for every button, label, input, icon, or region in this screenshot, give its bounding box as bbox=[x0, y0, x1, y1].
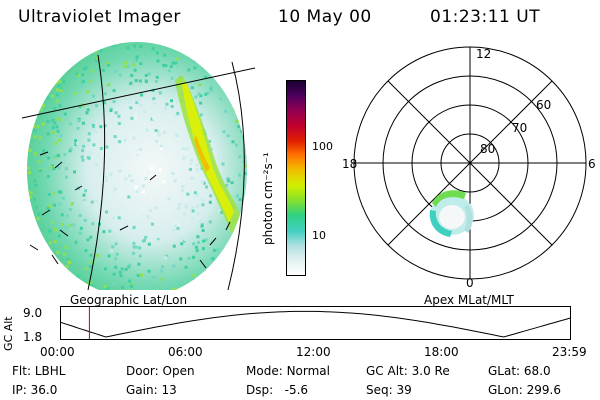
polar-mlt-panel: 12 18 6 0 80 70 60 bbox=[342, 46, 596, 290]
xtick-1800: 18:00 bbox=[424, 345, 459, 359]
lat-label-70: 70 bbox=[512, 121, 527, 135]
altitude-ytick-low: 1.8 bbox=[23, 330, 43, 344]
polar-panel-label: Apex MLat/MLT bbox=[424, 293, 514, 307]
meridian-diag bbox=[387, 80, 553, 246]
altitude-curve bbox=[60, 310, 571, 338]
mlt-label-6: 6 bbox=[588, 157, 596, 171]
mlt-label-0: 0 bbox=[466, 276, 474, 290]
lat-label-60: 60 bbox=[536, 98, 551, 112]
xtick-0600: 06:00 bbox=[168, 345, 203, 359]
geo-panel-label: Geographic Lat/Lon bbox=[70, 293, 188, 307]
colorbar-tick-10: 10 bbox=[312, 229, 326, 242]
mlt-label-18: 18 bbox=[342, 157, 357, 171]
xtick-1200: 12:00 bbox=[296, 345, 331, 359]
coastline-outline bbox=[29, 151, 231, 269]
colorbar-unit-label: photon cm⁻²s⁻¹ bbox=[261, 152, 275, 245]
status-glon: GLon: 299.6 bbox=[488, 383, 561, 397]
geographic-image-panel bbox=[21, 42, 256, 290]
status-flt: Flt: LBHL bbox=[12, 364, 66, 378]
status-mode: Mode: Normal bbox=[246, 364, 330, 378]
colorbar-tick-100: 100 bbox=[312, 140, 333, 153]
status-seq: Seq: 39 bbox=[366, 383, 412, 397]
mlt-label-12: 12 bbox=[476, 47, 491, 61]
geo-grid-line bbox=[21, 67, 256, 119]
geo-auroral-image bbox=[27, 42, 247, 290]
xtick-2359: 23:59 bbox=[552, 345, 587, 359]
date-label: 10 May 00 bbox=[278, 7, 372, 27]
status-dsp: Dsp: -5.6 bbox=[246, 383, 309, 397]
status-ip: IP: 36.0 bbox=[12, 383, 58, 397]
polar-auroral-image bbox=[429, 190, 474, 237]
altitude-plot bbox=[60, 306, 571, 340]
xtick-0000: 00:00 bbox=[40, 345, 75, 359]
geo-grid-line bbox=[87, 54, 106, 290]
instrument-title: Ultraviolet Imager bbox=[18, 7, 181, 27]
geo-grid-line bbox=[227, 61, 245, 290]
status-glat: GLat: 68.0 bbox=[488, 364, 551, 378]
time-label: 01:23:11 UT bbox=[430, 7, 541, 27]
status-gain: Gain: 13 bbox=[126, 383, 177, 397]
altitude-ylabel: GC Alt bbox=[2, 316, 15, 351]
color-scale-bar bbox=[286, 80, 306, 276]
altitude-ytick-high: 9.0 bbox=[23, 306, 43, 320]
status-door: Door: Open bbox=[126, 364, 195, 378]
status-gc-alt: GC Alt: 3.0 Re bbox=[366, 364, 450, 378]
lat-label-80: 80 bbox=[480, 142, 495, 156]
